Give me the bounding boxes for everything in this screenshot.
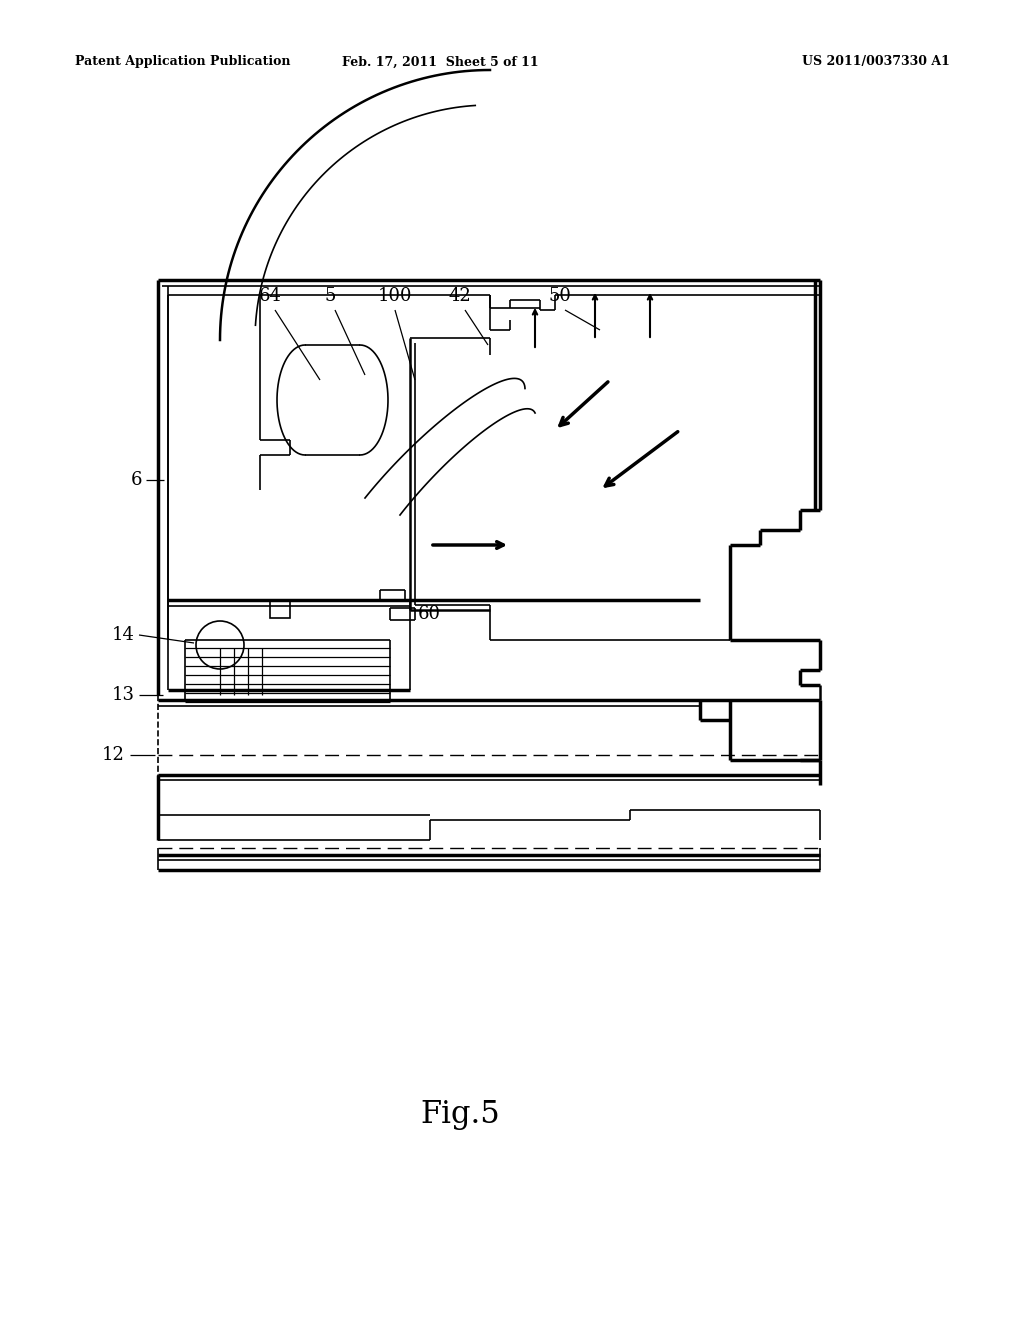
Text: Fig.5: Fig.5 [420, 1100, 500, 1130]
Bar [270, 601, 290, 618]
Text: 13: 13 [112, 686, 135, 704]
Text: 42: 42 [449, 286, 471, 305]
Text: US 2011/0037330 A1: US 2011/0037330 A1 [802, 55, 950, 69]
Text: 14: 14 [112, 626, 135, 644]
Text: 5: 5 [325, 286, 336, 305]
Text: 100: 100 [378, 286, 413, 305]
Text: 6: 6 [130, 471, 142, 488]
Text: Patent Application Publication: Patent Application Publication [75, 55, 291, 69]
Text: 60: 60 [418, 605, 441, 623]
Text: 50: 50 [549, 286, 571, 305]
Text: Feb. 17, 2011  Sheet 5 of 11: Feb. 17, 2011 Sheet 5 of 11 [342, 55, 539, 69]
Text: 64: 64 [259, 286, 282, 305]
Text: 12: 12 [102, 746, 125, 764]
